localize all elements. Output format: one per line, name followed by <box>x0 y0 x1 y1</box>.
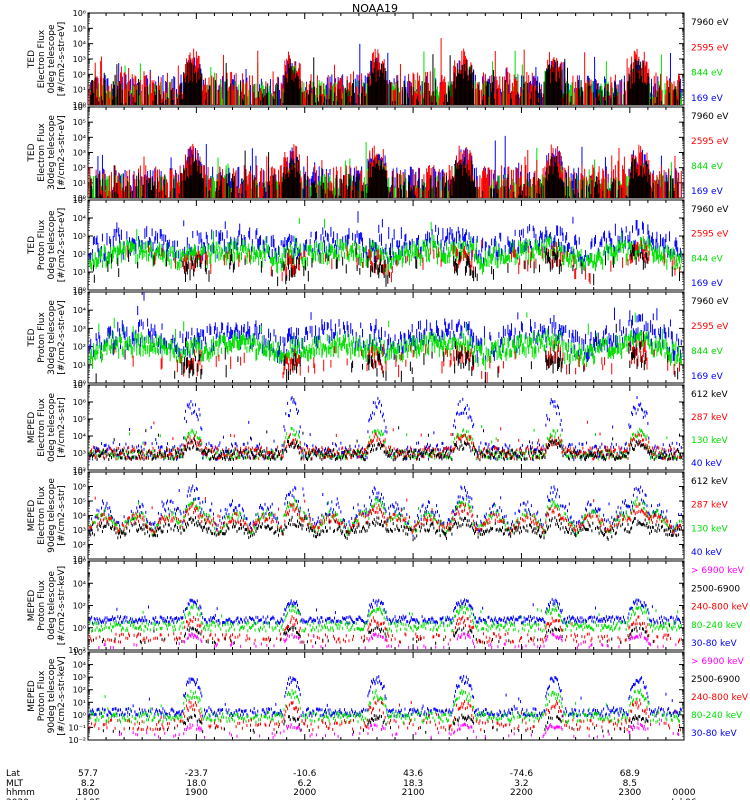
panel-ted-e-0: 10⁰ 10¹ 10² 10³ 10⁴ 10⁵ 10⁶ TED Electron Flux 0de… <box>27 9 729 110</box>
legend-entry: 7960 eV <box>691 18 729 28</box>
y-tick-label: 10⁵ <box>73 118 86 127</box>
y-tick-label: 10⁶ <box>73 9 86 18</box>
y-tick-label: 10⁵ <box>73 24 86 33</box>
panel-frame <box>87 199 685 291</box>
y-tick-label: 10¹ <box>73 86 86 95</box>
y-tick-label: 10⁶ <box>73 103 86 112</box>
panel-ylabel: TED <box>27 50 37 69</box>
series-7960-ev <box>90 54 680 105</box>
panel-ylabel: 30deg telescope <box>47 115 57 190</box>
y-tick-label: 10³ <box>73 232 86 241</box>
panel-ylabel: 0deg telescope <box>47 210 57 280</box>
legend-entry: 2595 eV <box>691 43 729 53</box>
legend-entry: 7960 eV <box>691 112 729 122</box>
y-tick-label: 10² <box>73 164 86 173</box>
legend-entry: 7960 eV <box>691 205 729 215</box>
legend-entry: 2595 eV <box>691 230 729 240</box>
panel-ylabel: Electron Flux <box>37 123 47 182</box>
y-tick-label: 10⁴ <box>73 40 86 49</box>
y-tick-label: 10¹ <box>73 268 86 277</box>
legend-entry: 169 eV <box>691 279 724 289</box>
legend-entry: 169 eV <box>691 187 724 197</box>
panel-ted-e-30: 10⁰ 10¹ 10² 10³ 10⁴ 10⁵ 10⁶ TED Electron Flux 30d… <box>27 103 729 203</box>
y-tick-label: 10⁰ <box>73 286 86 295</box>
y-tick-label: 10⁰ <box>73 101 86 110</box>
legend-entry: 844 eV <box>691 162 724 172</box>
legend-entry: 844 eV <box>691 69 724 79</box>
y-tick-label: 10⁵ <box>73 196 86 205</box>
panel-ylabel: [#/cm2-s-str-eV] <box>57 208 67 283</box>
panel-ylabel: Proton Flux <box>37 219 47 270</box>
legend-entry: 2595 eV <box>691 137 729 147</box>
panel-ylabel: TED <box>27 143 37 162</box>
series-7960-ev <box>89 150 679 198</box>
y-tick-label: 10¹ <box>73 179 86 188</box>
y-tick-label: 10⁴ <box>73 133 86 142</box>
legend-entry: 169 eV <box>691 94 724 104</box>
chart-title: NOAA19 <box>351 2 399 15</box>
panel-ylabel: 0deg telescope <box>47 24 57 94</box>
panel-ylabel: [#/cm2-s-str-eV] <box>57 22 67 97</box>
y-tick-label: 10⁴ <box>73 214 86 223</box>
y-tick-label: 10² <box>73 250 86 259</box>
panel-ylabel: TED <box>27 236 37 255</box>
y-tick-label: 10² <box>73 70 86 79</box>
y-tick-label: 10⁰ <box>73 194 86 203</box>
panel-ylabel: Electron Flux <box>37 29 47 88</box>
legend-entry: 844 eV <box>691 254 724 264</box>
panel-ylabel: [#/cm2-s-str-eV] <box>57 115 67 190</box>
y-tick-label: 10³ <box>73 149 86 158</box>
y-tick-label: 10³ <box>73 55 86 64</box>
panel-ted-p-0: 10⁰ 10¹ 10² 10³ 10⁴ 10⁵ TED Proton Flux 0deg tel… <box>27 196 729 295</box>
